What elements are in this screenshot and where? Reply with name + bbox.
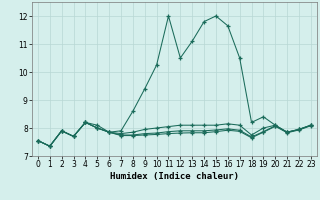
X-axis label: Humidex (Indice chaleur): Humidex (Indice chaleur): [110, 172, 239, 181]
